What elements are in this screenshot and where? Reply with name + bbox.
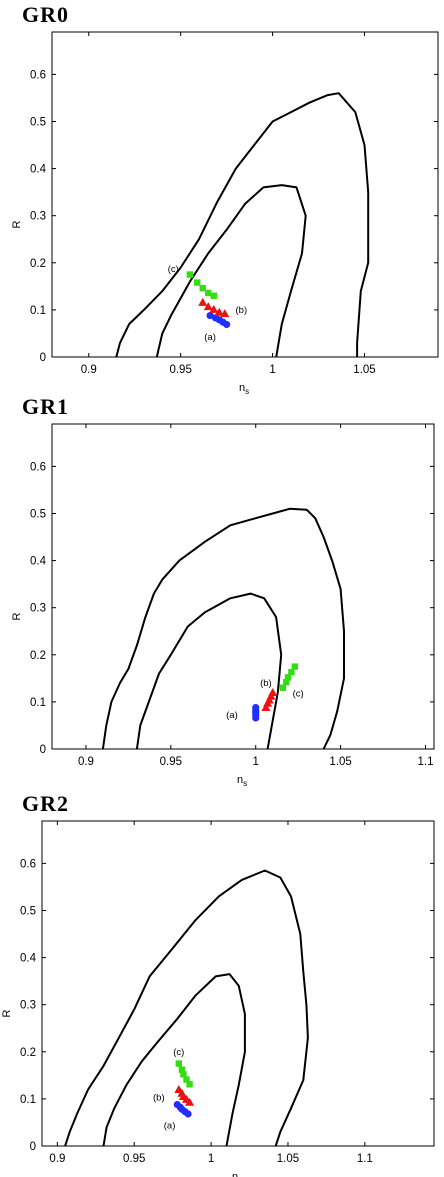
chart-title: GR1	[22, 394, 69, 419]
x-tick-label: 0.9	[81, 364, 97, 376]
contour-68	[155, 184, 307, 358]
x-tick-label: 1	[253, 756, 259, 768]
x-tick-label: 0.95	[160, 756, 182, 768]
point-square	[186, 1081, 193, 1088]
y-tick-label: 0.5	[30, 116, 46, 128]
y-tick-label: 0	[40, 744, 46, 756]
point-triangle	[203, 302, 213, 311]
x-tick-label: 0.95	[123, 1153, 145, 1165]
x-tick-label: 1	[269, 364, 275, 376]
plot-frame	[51, 31, 439, 358]
chart-plot: 0.9 0.95 1 1.05 1.1 0 0.1 0.2 0.3 0.4 0.5 0.6 ns R (a)…	[11, 423, 435, 788]
chart-title: GR2	[22, 791, 69, 816]
chart-title: GR0	[22, 2, 69, 27]
point-triangle	[198, 297, 208, 306]
y-tick-label: 0.1	[30, 697, 46, 709]
x-tick-label: 1.1	[357, 1153, 373, 1165]
point-square	[205, 289, 212, 297]
y-axis-label: R	[1, 1009, 13, 1017]
contour-68	[102, 973, 246, 1147]
y-tick-label: 0.2	[20, 1047, 36, 1059]
y-tick-label: 0.4	[30, 164, 47, 176]
y-tick-label: 0	[30, 1141, 36, 1153]
x-axis-label: ns	[239, 382, 249, 396]
plot-frame	[41, 820, 435, 1147]
contour-95	[115, 92, 370, 358]
point-square	[199, 285, 206, 292]
y-tick-label: 0.3	[30, 603, 46, 615]
chart-panel-gr2: GR2 0.9 0.95 1 1.05 1.1 0 0.1 0.2 0.3 0.4 0.5 0.6 ns…	[0, 785, 444, 1177]
point-circle	[184, 1110, 192, 1118]
point-square	[194, 279, 201, 286]
contour-95	[64, 869, 309, 1147]
series-annotation: (a)	[226, 710, 238, 721]
plot-frame	[51, 423, 435, 750]
point-square	[186, 271, 194, 278]
x-tick-label: 0.9	[78, 756, 94, 768]
y-tick-label: 0.4	[20, 953, 37, 965]
point-circle	[252, 714, 260, 722]
point-triangle	[214, 307, 224, 316]
y-tick-label: 0.6	[30, 461, 46, 473]
x-tick-label: 0.9	[49, 1153, 65, 1165]
x-tick-label: 1.05	[353, 364, 375, 376]
series-annotation: (b)	[236, 305, 248, 316]
point-square	[183, 1076, 190, 1083]
chart-panel-gr0: GR0 0.9 0.95 1 1.05 0 0.1 0.2 0.3 0.4 0.5 0.6 ns R (a…	[0, 0, 444, 396]
point-square	[279, 684, 287, 691]
point-triangle	[261, 703, 271, 712]
series-annotation: (b)	[260, 678, 272, 689]
x-axis-label: ns	[232, 1171, 242, 1177]
series-annotation: (c)	[173, 1047, 184, 1058]
point-square	[288, 669, 295, 676]
contour-68	[135, 592, 283, 750]
series-annotation: (b)	[153, 1092, 165, 1103]
y-axis-label: R	[11, 220, 23, 228]
y-tick-label: 0.4	[30, 556, 47, 568]
x-tick-label: 1.05	[329, 756, 351, 768]
contour-95	[101, 507, 345, 750]
point-square	[283, 678, 290, 686]
point-circle	[223, 320, 231, 329]
x-tick-label: 1	[208, 1153, 214, 1165]
x-tick-label: 0.95	[169, 364, 191, 376]
point-triangle	[209, 304, 219, 313]
y-tick-label: 0.5	[30, 508, 46, 520]
point-square	[180, 1071, 187, 1078]
series-annotation: (a)	[164, 1121, 176, 1132]
y-tick-label: 0.3	[20, 1000, 36, 1012]
x-tick-label: 1.1	[418, 756, 434, 768]
series-annotation: (c)	[293, 688, 304, 699]
chart-plot: 0.9 0.95 1 1.05 1.1 0 0.1 0.2 0.3 0.4 0.5 0.6 ns R (a)…	[1, 820, 435, 1177]
y-tick-label: 0.5	[20, 905, 36, 917]
y-tick-label: 0.1	[30, 305, 46, 317]
point-triangle	[185, 1097, 195, 1106]
point-square	[210, 292, 217, 299]
series-annotation: (a)	[204, 332, 216, 343]
y-tick-label: 0.3	[30, 211, 46, 223]
y-tick-label: 0.2	[30, 650, 46, 662]
point-triangle	[220, 309, 230, 318]
y-axis-label: R	[11, 612, 23, 620]
chart-plot: 0.9 0.95 1 1.05 0 0.1 0.2 0.3 0.4 0.5 0.6 ns R (a) (b)…	[11, 31, 439, 396]
x-tick-label: 1.05	[277, 1153, 299, 1165]
point-square	[178, 1066, 186, 1073]
point-square	[291, 663, 298, 670]
point-triangle	[268, 687, 278, 696]
series-annotation: (c)	[168, 264, 179, 275]
y-tick-label: 0.2	[30, 258, 46, 270]
y-tick-label: 0.1	[20, 1094, 36, 1106]
y-tick-label: 0.6	[30, 69, 46, 81]
x-axis-label: ns	[237, 774, 247, 788]
chart-panel-gr1: GR1 0.9 0.95 1 1.05 1.1 0 0.1 0.2 0.3 0.4 0.5 0.6 ns…	[0, 392, 444, 788]
point-square	[175, 1060, 183, 1067]
y-tick-label: 0	[40, 352, 46, 364]
point-circle	[206, 311, 214, 320]
y-tick-label: 0.6	[20, 858, 36, 870]
point-square	[284, 674, 292, 681]
